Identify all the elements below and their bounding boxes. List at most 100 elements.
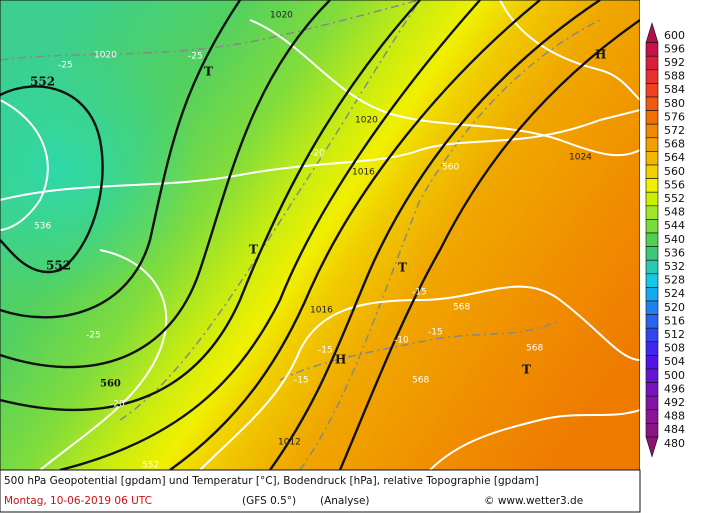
pressure-label: 1020 bbox=[355, 116, 378, 126]
colorbar-label: 484 bbox=[664, 423, 685, 436]
colorbar-swatch bbox=[645, 259, 659, 275]
footer-run: (Analyse) bbox=[320, 495, 370, 507]
colorbar-swatch bbox=[645, 273, 659, 288]
topography-label: 568 bbox=[453, 303, 470, 313]
temperature-label: -25 bbox=[188, 52, 203, 62]
colorbar-label: 532 bbox=[664, 260, 685, 273]
low-marker: T bbox=[204, 65, 213, 79]
colorbar-label: 568 bbox=[664, 138, 685, 151]
colorbar-swatch bbox=[645, 219, 659, 234]
colorbar-swatch bbox=[645, 69, 659, 84]
footer-caption: 500 hPa Geopotential [gpdam] und Tempera… bbox=[4, 475, 539, 487]
footer-date: Montag, 10-06-2019 06 UTC bbox=[4, 495, 152, 507]
colorbar-label: 536 bbox=[664, 246, 685, 259]
colorbar-label: 528 bbox=[664, 274, 685, 287]
temperature-label: -15 bbox=[428, 328, 443, 338]
colorbar-label: 556 bbox=[664, 178, 685, 191]
colorbar-label: 548 bbox=[664, 206, 685, 219]
footer-credit: © www.wetter3.de bbox=[484, 495, 583, 507]
colorbar-cap bbox=[645, 436, 659, 458]
pressure-label: 1012 bbox=[278, 438, 301, 448]
colorbar-label: 572 bbox=[664, 124, 685, 137]
colorbar-swatch bbox=[645, 232, 659, 247]
colorbar-label: 496 bbox=[664, 382, 685, 395]
colorbar-label: 508 bbox=[664, 342, 685, 355]
temperature-isolines bbox=[0, 0, 601, 470]
low-marker: T bbox=[522, 363, 531, 377]
contour-label: 560 bbox=[100, 379, 121, 390]
colorbar-label: 564 bbox=[664, 151, 685, 164]
colorbar-cap bbox=[645, 21, 659, 43]
footer bbox=[0, 469, 641, 513]
colorbar-swatch bbox=[645, 314, 659, 329]
pressure-label: 1016 bbox=[310, 306, 333, 316]
colorbar-label: 500 bbox=[664, 369, 685, 382]
colorbar-swatch bbox=[645, 382, 659, 397]
colorbar-swatch bbox=[645, 246, 659, 261]
colorbar-swatch bbox=[645, 191, 659, 207]
high-marker: H bbox=[335, 353, 346, 367]
colorbar-swatch bbox=[645, 341, 659, 356]
topography-label: 552 bbox=[142, 461, 159, 471]
high-marker: H bbox=[595, 48, 606, 62]
colorbar-label: 596 bbox=[664, 42, 685, 55]
temperature-label: -15 bbox=[294, 376, 309, 386]
colorbar-swatch bbox=[645, 137, 659, 152]
colorbar-swatch bbox=[645, 110, 659, 125]
colorbar-swatch bbox=[645, 55, 659, 71]
geopotential-contours bbox=[0, 0, 640, 470]
colorbar-label: 560 bbox=[664, 165, 685, 178]
colorbar-swatch bbox=[645, 205, 659, 220]
colorbar-swatch bbox=[645, 395, 659, 411]
low-marker: T bbox=[398, 261, 407, 275]
colorbar-label: 516 bbox=[664, 314, 685, 327]
colorbar-swatch bbox=[645, 164, 659, 179]
colorbar-label: 588 bbox=[664, 70, 685, 83]
contour-label: 552 bbox=[46, 259, 71, 273]
temperature-label: -20 bbox=[110, 400, 125, 410]
colorbar-label: 504 bbox=[664, 355, 685, 368]
colorbar-label: 488 bbox=[664, 410, 685, 423]
temperature-label: -25 bbox=[58, 61, 73, 71]
colorbar-label: 576 bbox=[664, 110, 685, 123]
colorbar-swatch bbox=[645, 151, 659, 166]
colorbar-label: 544 bbox=[664, 219, 685, 232]
colorbar-label: 592 bbox=[664, 56, 685, 69]
pressure-isobars bbox=[0, 0, 640, 470]
colorbar-swatch bbox=[645, 327, 659, 343]
topography-label: 568 bbox=[526, 344, 543, 354]
colorbar-swatch bbox=[645, 123, 659, 139]
temperature-label: -15 bbox=[318, 346, 333, 356]
colorbar-label: 524 bbox=[664, 287, 685, 300]
colorbar-label: 552 bbox=[664, 192, 685, 205]
colorbar-swatch bbox=[645, 96, 659, 111]
temperature-label: -25 bbox=[86, 331, 101, 341]
topography-label: 568 bbox=[412, 376, 429, 386]
temperature-label: -20 bbox=[310, 149, 325, 159]
topography-label: 536 bbox=[34, 222, 51, 232]
colorbar-label: 584 bbox=[664, 83, 685, 96]
footer-model: (GFS 0.5°) bbox=[242, 495, 296, 507]
colorbar-swatch bbox=[645, 178, 659, 193]
pressure-label: 1020 bbox=[94, 51, 117, 61]
colorbar-label: 540 bbox=[664, 233, 685, 246]
colorbar-swatch bbox=[645, 300, 659, 315]
colorbar-swatch bbox=[645, 368, 659, 383]
colorbar-label: 492 bbox=[664, 396, 685, 409]
colorbar-swatch bbox=[645, 287, 659, 302]
colorbar-label: 520 bbox=[664, 301, 685, 314]
colorbar-swatch bbox=[645, 423, 659, 438]
low-marker: T bbox=[249, 243, 258, 257]
colorbar-label: 480 bbox=[664, 437, 685, 450]
colorbar-swatch bbox=[645, 355, 659, 370]
temperature-label: -15 bbox=[412, 288, 427, 298]
colorbar-label: 580 bbox=[664, 97, 685, 110]
pressure-label: 1024 bbox=[569, 153, 592, 163]
colorbar-swatch bbox=[645, 42, 659, 57]
colorbar-label: 600 bbox=[664, 29, 685, 42]
topography-label: 560 bbox=[442, 163, 459, 173]
map: 552 552 -25 1020 -25 T 1020 1020 -20 101… bbox=[0, 0, 640, 471]
temperature-label: -10 bbox=[394, 336, 409, 346]
pressure-label: 1016 bbox=[352, 168, 375, 178]
